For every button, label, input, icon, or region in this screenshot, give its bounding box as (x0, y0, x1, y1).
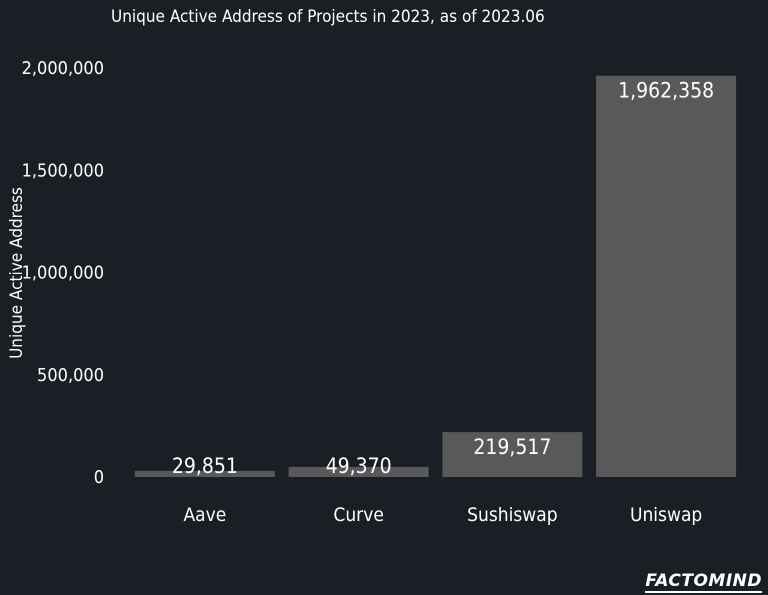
y-tick-label: 500,000 (37, 365, 104, 386)
value-labels: 29,851 49,370 219,517 1,962,358 (172, 79, 714, 478)
value-label-curve: 49,370 (326, 454, 392, 478)
y-tick-label: 2,000,000 (22, 58, 104, 79)
value-label-aave: 29,851 (172, 454, 238, 478)
bar-curve (288, 466, 429, 477)
y-tick-label: 1,000,000 (22, 263, 104, 284)
value-label-uniswap: 1,962,358 (618, 79, 714, 103)
y-tick-label: 0 (94, 467, 104, 488)
category-labels: Aave Curve Sushiswap Uniswap (183, 504, 702, 526)
category-label-uniswap: Uniswap (630, 504, 702, 526)
category-label-aave: Aave (183, 504, 226, 526)
bar-uniswap (596, 75, 737, 478)
bar-aave (134, 470, 275, 477)
factomind-logo: FACTOMIND (645, 571, 762, 593)
y-axis-ticks: 0 500,000 1,000,000 1,500,000 2,000,000 (22, 58, 104, 488)
bar-sushiswap (442, 432, 583, 477)
bars (134, 75, 737, 478)
category-label-curve: Curve (333, 504, 383, 526)
y-tick-label: 1,500,000 (22, 160, 104, 181)
chart-title: Unique Active Address of Projects in 202… (111, 7, 545, 27)
y-axis-label: Unique Active Address (7, 187, 27, 359)
value-label-sushiswap: 219,517 (473, 435, 551, 459)
category-label-sushiswap: Sushiswap (467, 504, 557, 526)
